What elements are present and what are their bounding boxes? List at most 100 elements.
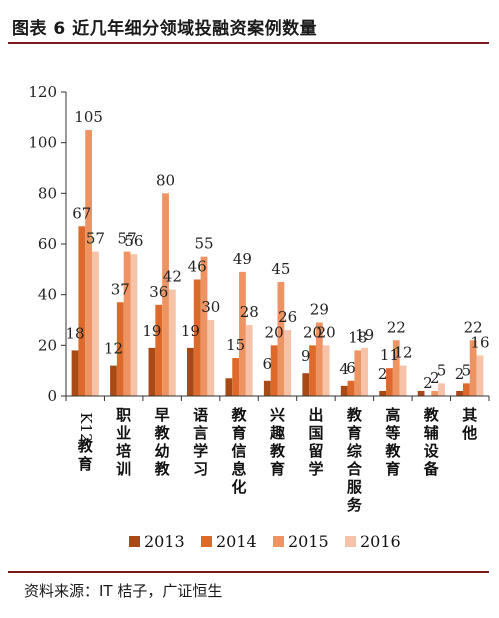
y-axis: 0 20 40 60 80 100 120 [28,83,67,405]
bar-2016-9 [438,383,445,396]
bar-2014-6 [309,345,316,396]
svg-text:教: 教 [346,406,363,424]
data-label: 18 [65,324,84,342]
data-label: 56 [124,232,143,250]
bar-2015-6 [315,322,323,396]
data-label: 5 [462,361,472,379]
bars-group [71,130,484,396]
bar-2015-7 [354,350,362,396]
svg-text:服: 服 [347,478,363,496]
bar-2013-10 [456,390,463,396]
bar-2013-3 [186,347,194,396]
bar-2014-0 [78,226,86,396]
data-label: 55 [194,235,213,253]
legend-item: 2015 [273,532,329,551]
svg-text:设: 设 [424,442,439,460]
data-label: 57 [118,230,137,248]
data-label: 105 [74,108,103,126]
svg-text:育: 育 [270,460,285,478]
svg-text:教: 教 [154,424,171,442]
svg-text:育: 育 [78,455,93,473]
legend: 2013 2014 2015 2016 [129,532,401,551]
legend-item: 2014 [201,532,257,551]
bar-2015-2 [162,193,169,396]
svg-text:幼: 幼 [155,442,170,460]
legend-item: 2016 [345,532,401,551]
legend-swatch [201,536,212,547]
bar-2016-7 [361,347,369,396]
svg-text:教: 教 [231,406,248,424]
bar-2013-7 [340,385,348,396]
bar-2016-2 [168,289,176,396]
data-label: 30 [201,298,220,316]
y-tick-label: 40 [38,286,57,304]
bar-2016-8 [399,365,407,396]
bar-2015-0 [85,130,93,396]
svg-text:教: 教 [77,437,94,455]
bar-2016-4 [245,325,253,396]
data-label: 18 [348,328,367,346]
svg-text:培: 培 [116,442,131,460]
source-note: 资料来源：IT 桔子，广证恒生 [24,582,223,600]
svg-text:务: 务 [347,496,363,514]
bar-2013-8 [379,390,387,396]
data-label: 57 [86,230,105,248]
data-label: 6 [346,359,356,377]
svg-text:学: 学 [308,460,323,478]
data-label: 19 [142,322,161,340]
svg-text:习: 习 [193,460,208,478]
bar-2013-4 [225,378,233,396]
data-label: 26 [278,308,297,326]
bar-2014-5 [270,345,278,396]
data-label: 11 [380,346,399,364]
bar-2015-3 [200,256,208,396]
data-label: 2 [423,374,433,392]
legend-item: 2013 [129,532,185,551]
legend-swatch [345,536,356,547]
svg-text:言: 言 [193,424,208,442]
legend-label: 2013 [144,532,185,551]
legend-swatch [273,536,284,547]
svg-text:高: 高 [385,406,400,424]
data-label: 22 [387,318,406,336]
data-label: 29 [310,301,329,319]
bar-2015-4 [239,271,246,396]
bar-2015-10 [469,340,477,396]
svg-text:育: 育 [347,424,362,442]
figure-title: 图表 6 近几年细分领域投融资案例数量 [12,19,318,39]
svg-text:备: 备 [423,460,440,478]
x-axis: K12教育职业培训早教幼教语言学习教育信息化兴趣教育出国留学教育综合服务高等教育… [65,395,490,514]
bar-2014-3 [193,279,201,396]
svg-text:综: 综 [347,442,362,460]
bar-2013-5 [263,380,271,396]
data-label: 16 [470,333,489,351]
bar-2016-3 [207,320,215,396]
bar-2014-8 [386,368,393,396]
bar-2013-0 [71,350,79,396]
data-label: 49 [233,250,252,268]
svg-text:育: 育 [385,460,400,478]
bar-2016-1 [130,254,138,396]
svg-text:教: 教 [423,406,440,424]
bar-2015-5 [277,282,285,396]
svg-text:出: 出 [308,406,323,424]
data-label: 5 [437,361,447,379]
data-label: 2 [378,365,388,383]
svg-text:他: 他 [461,424,477,442]
data-label: 28 [240,303,259,321]
svg-text:教: 教 [384,442,401,460]
data-label: 67 [72,204,91,222]
svg-text:趣: 趣 [269,424,286,442]
data-label: 15 [226,336,245,354]
data-label: 36 [149,283,168,301]
data-label: 12 [394,344,413,362]
data-label: 45 [271,260,290,278]
data-label: 9 [301,347,311,365]
